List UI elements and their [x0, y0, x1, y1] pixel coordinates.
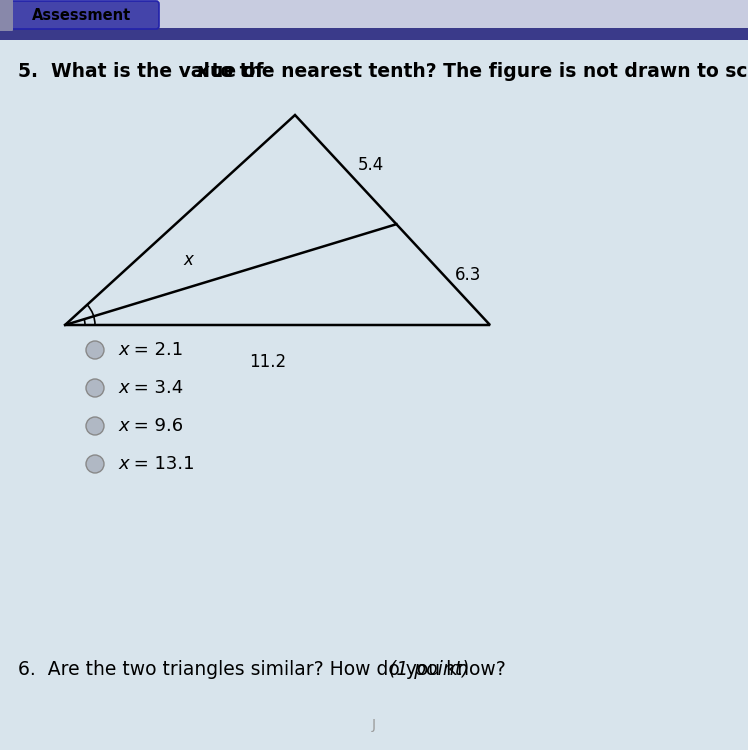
- Text: 5.  What is the value of: 5. What is the value of: [18, 62, 270, 81]
- Text: Assessment: Assessment: [32, 8, 132, 22]
- Text: 6.3: 6.3: [456, 266, 482, 284]
- Text: to the nearest tenth? The figure is not drawn to scale.: to the nearest tenth? The figure is not …: [205, 62, 748, 81]
- Circle shape: [86, 455, 104, 473]
- Text: x: x: [118, 341, 129, 359]
- Circle shape: [86, 417, 104, 435]
- Text: 5.4: 5.4: [358, 155, 384, 173]
- Text: = 2.1: = 2.1: [128, 341, 183, 359]
- Text: 11.2: 11.2: [249, 353, 286, 371]
- Bar: [0, 28, 748, 40]
- Text: x: x: [118, 379, 129, 397]
- Text: = 13.1: = 13.1: [128, 455, 194, 473]
- Text: (1 point): (1 point): [389, 660, 470, 679]
- Text: = 9.6: = 9.6: [128, 417, 183, 435]
- Text: x: x: [197, 62, 209, 81]
- Text: x: x: [184, 251, 194, 268]
- Text: x: x: [118, 417, 129, 435]
- FancyBboxPatch shape: [0, 0, 13, 31]
- Text: 6.  Are the two triangles similar? How do you know?: 6. Are the two triangles similar? How do…: [18, 660, 518, 679]
- Text: x: x: [118, 455, 129, 473]
- Text: = 3.4: = 3.4: [128, 379, 183, 397]
- FancyBboxPatch shape: [5, 1, 159, 29]
- Bar: [0, 0, 748, 28]
- Circle shape: [86, 379, 104, 397]
- Circle shape: [86, 341, 104, 359]
- Text: J: J: [372, 718, 376, 732]
